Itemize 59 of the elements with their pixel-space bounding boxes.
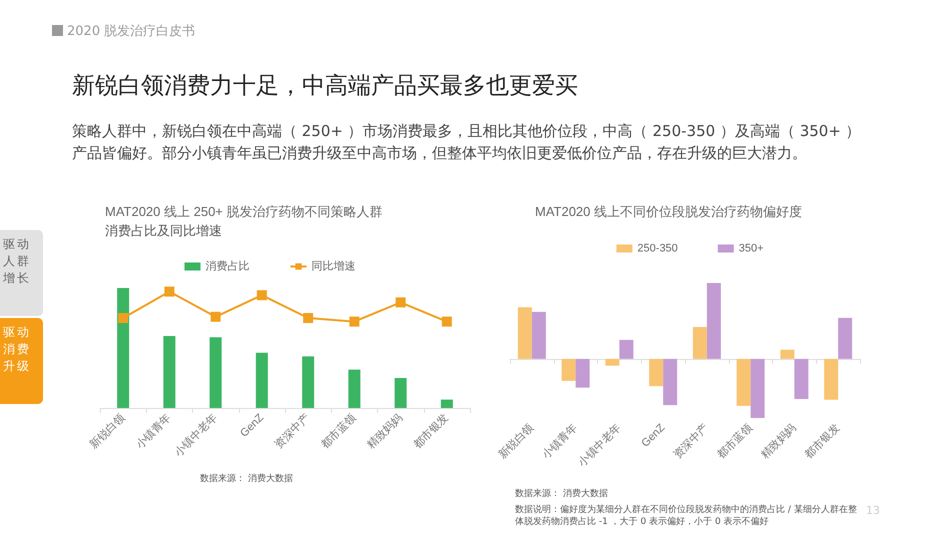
point (118, 313, 128, 323)
bar (838, 318, 852, 359)
x-tick-label: 都市蓝领 (714, 421, 755, 462)
bar (706, 283, 721, 359)
x-tick-label: 都市蓝领 (318, 411, 359, 452)
bar (163, 336, 176, 408)
x-tick-label: 小镇青年 (133, 411, 174, 452)
bar (210, 337, 222, 408)
bar (794, 358, 808, 400)
legend-label: 消费占比 (206, 260, 250, 272)
x-tick-label: 都市银发 (410, 411, 452, 452)
point (256, 290, 267, 300)
chart-subtitle: 消费占比及同比增速 (105, 223, 222, 238)
legend-label: 250-350 (637, 242, 678, 254)
bar (750, 358, 765, 418)
point (164, 286, 174, 297)
text: 驱动人群增长 (0, 230, 43, 316)
source-note: 数据来源： 消费大数据 (515, 488, 608, 499)
text: 2020 脱发治疗白皮书 (67, 23, 196, 40)
x-tick-label: 新锐白领 (87, 411, 128, 452)
bar (518, 307, 532, 359)
bar (117, 288, 130, 408)
bar (663, 358, 678, 406)
point (349, 316, 360, 327)
bar (605, 358, 620, 366)
text: 数据说明：偏好度为某细分人群在不同价位段脱发药物中的消费占比 / 某细分人群在整体脱发药物消费占比 -1 ，大于 0 表示偏好，小于 0 表示不偏好 (515, 504, 857, 527)
text: 策略人群中，新锐白领在中高端（ 250+ ）市场消费最多，且相比其他价位段，中高（ 250-350 ）及高端（ 350+ ）产品皆偏好。部分小镇青年虽已消费升级至中高市场，但整体平均依旧更爱低价位产品，存在升级的巨大潜力。 (72, 121, 862, 164)
point (396, 297, 406, 308)
bar (692, 326, 707, 359)
point (442, 316, 452, 327)
bar (256, 352, 268, 408)
point (303, 313, 314, 323)
chart-title: MAT2020 线上 250+ 脱发治疗药物不同策略人群 (105, 204, 383, 219)
x-tick-label: 资深中产 (670, 421, 712, 462)
source-note: 数据来源： 消费大数据 (200, 473, 293, 484)
text: 新锐白领消费力十足，中高端产品买最多也更爱买 (72, 72, 578, 101)
bar (619, 340, 634, 359)
bar (562, 358, 576, 381)
x-tick-label: 精致妈妈 (365, 412, 405, 452)
legend-label: 350+ (738, 242, 764, 254)
legend-label: 同比增速 (312, 260, 356, 272)
x-tick-label: 精致妈妈 (759, 422, 799, 462)
bar (302, 356, 314, 408)
chart-title: MAT2020 线上不同价位段脱发治疗药物偏好度 (535, 204, 802, 219)
bar (736, 358, 751, 406)
point (210, 312, 221, 322)
bar (649, 358, 664, 386)
bar (394, 378, 407, 408)
bar (780, 350, 794, 359)
x-tick-label: 小镇中老年 (172, 411, 220, 460)
bar (576, 358, 590, 388)
x-tick-label: 都市银发 (802, 421, 842, 462)
bar (348, 370, 360, 408)
x-tick-label: 新锐白领 (496, 421, 536, 462)
bar (440, 400, 453, 408)
bar (824, 358, 838, 400)
x-tick-label: 资深中产 (272, 411, 312, 452)
text: 驱动消费升级 (0, 318, 43, 404)
bar (532, 312, 546, 359)
